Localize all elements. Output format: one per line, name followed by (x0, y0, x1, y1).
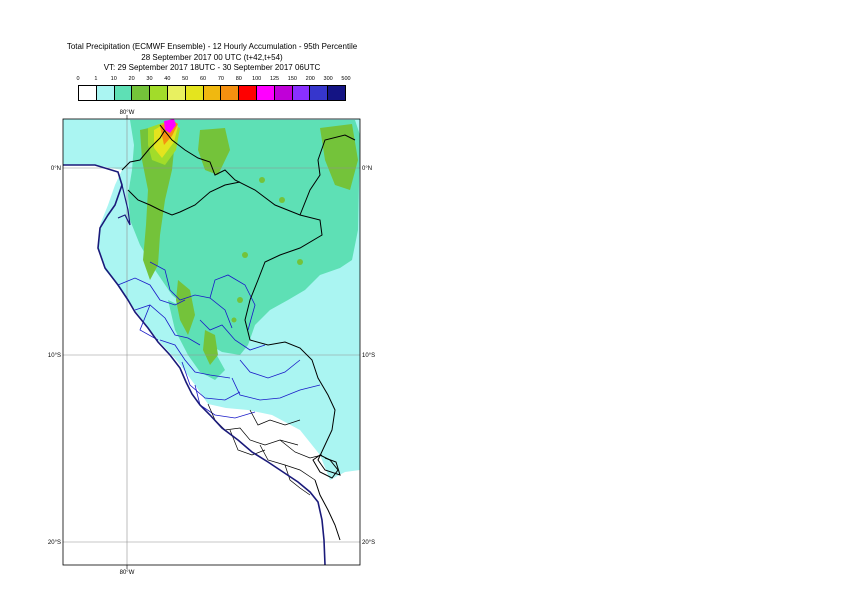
legend-threshold-label: 100 (252, 76, 262, 82)
legend-threshold-label: 80 (235, 76, 242, 82)
legend-swatch (328, 86, 345, 100)
map-content (63, 119, 360, 565)
legend-swatch (310, 86, 329, 100)
legend-swatch (203, 86, 222, 100)
precip-cell (231, 317, 237, 323)
lat-label-10-right: 10°S (362, 353, 375, 359)
precip-cell (259, 177, 265, 183)
legend-swatch (79, 86, 97, 100)
precip-cell (237, 297, 243, 303)
legend-swatch (256, 86, 275, 100)
legend-swatch (292, 86, 311, 100)
legend-swatch (167, 86, 186, 100)
legend-threshold-label: 10 (110, 76, 117, 82)
color-legend: 0 1 10 20 30 40 50 60 70 80 100 125 150 200 300 500 (76, 76, 351, 102)
legend-swatch (114, 86, 133, 100)
title-line-1: Total Precipitation (ECMWF Ensemble) - 1… (66, 42, 358, 51)
legend-threshold-label: 50 (182, 76, 189, 82)
precip-cell (242, 252, 248, 258)
title-block: Total Precipitation (ECMWF Ensemble) - 1… (0, 42, 424, 74)
legend-threshold-label: 500 (341, 76, 351, 82)
legend-swatch (239, 86, 257, 100)
precip-area-extreme (164, 119, 176, 133)
legend-threshold-label: 1 (94, 76, 98, 82)
legend-swatch (274, 86, 293, 100)
precip-cell (279, 197, 285, 203)
national-borders (121, 124, 356, 541)
legend-threshold-label: 30 (146, 76, 153, 82)
lat-label-20-right: 20°S (362, 540, 375, 546)
title-line-3: VT: 29 September 2017 18UTC - 30 Septemb… (103, 63, 321, 72)
legend-bar (78, 85, 346, 101)
coastline (63, 164, 326, 565)
legend-threshold-label: 20 (128, 76, 135, 82)
legend-threshold-label: 70 (217, 76, 224, 82)
precip-streak-high-5 (320, 124, 358, 190)
gulf-coast (117, 184, 131, 226)
precip-streak-high-3 (203, 330, 218, 365)
title-line-2: 28 September 2017 00 UTC (t+42,t+54) (141, 52, 283, 62)
legend-swatch (132, 86, 151, 100)
lon-label-bottom: 80°W (120, 570, 135, 576)
legend-threshold-label: 125 (269, 76, 280, 82)
region-boundaries (117, 261, 321, 419)
lon-label-top: 80°W (120, 110, 135, 116)
map-frame (62, 118, 361, 566)
legend-swatch (96, 86, 115, 100)
lat-label-20-left: 20°S (48, 540, 61, 546)
legend-swatch (221, 86, 240, 100)
precip-streak-high-2 (176, 280, 195, 335)
legend-swatch (150, 86, 168, 100)
legend-threshold-label: 300 (323, 76, 333, 82)
legend-threshold-label: 150 (287, 76, 297, 82)
legend-threshold-label: 200 (305, 76, 315, 82)
precip-cell (297, 259, 303, 265)
legend-threshold-label: 40 (164, 76, 171, 82)
precip-streak-high-4 (198, 128, 230, 175)
legend-swatch (185, 86, 204, 100)
lat-label-10-left: 10°S (48, 353, 61, 359)
legend-threshold-label: 60 (200, 76, 207, 82)
lat-label-0-left: 0°N (51, 166, 61, 172)
region-boundaries-south (207, 403, 323, 496)
legend-threshold-label: 0 (76, 76, 80, 82)
precip-streak-high-1 (140, 125, 175, 280)
legend-labels: 0 1 10 20 30 40 50 60 70 80 100 125 150 200 300 500 (76, 76, 350, 85)
lat-label-0-right: 0°N (362, 166, 372, 172)
